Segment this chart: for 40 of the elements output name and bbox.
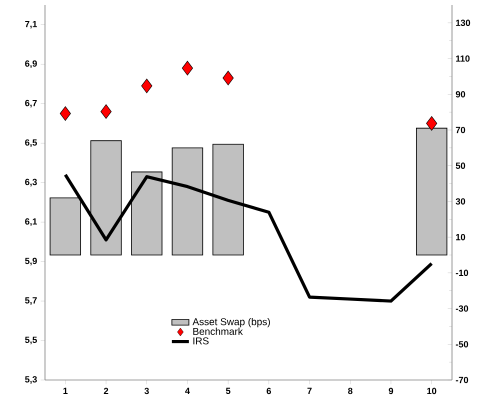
y-tick-label: 6,3: [25, 178, 37, 186]
y-tick-label: 7,1: [25, 20, 37, 29]
y-tick-label: 6,1: [25, 218, 37, 226]
y2-tick-label: -10: [456, 270, 468, 276]
y2-tick-label: 30: [456, 198, 466, 205]
x-tick-label: 10: [427, 388, 436, 394]
y-tick-label: 6,7: [25, 100, 37, 108]
y2-tick-label: 90: [456, 91, 466, 98]
y2-tick-label: 50: [456, 162, 466, 169]
point: [182, 60, 193, 76]
x-tick-label: 7: [307, 388, 312, 394]
x-tick-label: 5: [226, 388, 230, 394]
point: [426, 116, 438, 131]
legend-label: IRS: [193, 337, 209, 344]
y2-tick-label: 110: [456, 55, 470, 62]
x-tick-label: 8: [348, 388, 352, 394]
y-tick-label: 5,7: [25, 297, 37, 305]
y-tick-label: 5,3: [25, 376, 37, 384]
x-tick-label: 9: [388, 388, 394, 394]
y-tick-label: 6,9: [25, 60, 37, 68]
y2-tick-label: -70: [456, 376, 468, 384]
y2-tick-label: 130: [456, 20, 470, 26]
y2-tick-label: 70: [456, 126, 466, 134]
x-tick-label: 6: [266, 388, 272, 394]
point: [100, 104, 112, 119]
y2-tick-label: 10: [456, 234, 466, 240]
point: [60, 106, 71, 121]
x-tick-label: 1: [63, 388, 68, 394]
x-tick-label: 2: [104, 388, 108, 394]
x-tick-label: 3: [144, 388, 149, 394]
y-tick-label: 5,5: [25, 336, 37, 344]
y-tick-label: 6,5: [25, 139, 37, 147]
legend-label: Asset Swap (bps): [192, 318, 270, 328]
x-tick-label: 4: [185, 388, 190, 394]
legend-label: Benchmark: [193, 328, 243, 335]
y2-tick-label: -50: [456, 341, 468, 348]
y-tick-label: 5,9: [25, 258, 37, 266]
y2-tick-label: -30: [456, 305, 468, 312]
point: [222, 70, 234, 86]
point: [141, 78, 152, 94]
